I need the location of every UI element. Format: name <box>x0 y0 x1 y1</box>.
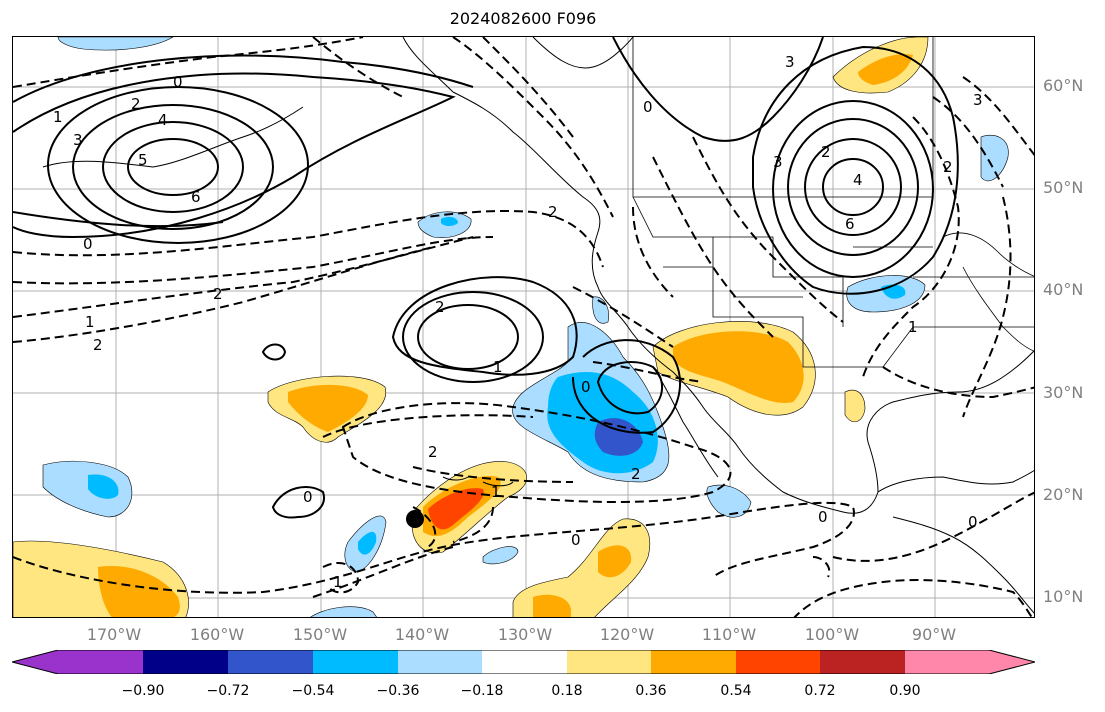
contour-label: 1 <box>333 573 343 591</box>
map-title: 2024082600 F096 <box>449 9 597 28</box>
lon-label-110w: 110°W <box>701 625 757 644</box>
contour-label: 0 <box>818 508 828 526</box>
contour-label: 2 <box>131 95 141 113</box>
lat-label-20n: 20°N <box>1043 485 1084 504</box>
coastlines <box>42 37 1034 614</box>
lat-label-10n: 10°N <box>1043 587 1084 606</box>
contour-label: 6 <box>191 188 201 206</box>
colorbar-tick: −0.36 <box>376 683 420 699</box>
colorbar-tick: −0.18 <box>460 683 504 699</box>
contour-label: 1 <box>493 358 503 376</box>
contour-label: 3 <box>73 131 83 149</box>
colorbar-segment <box>398 650 482 674</box>
contour-label: 2 <box>428 443 438 461</box>
contour-label: 5 <box>138 151 148 169</box>
contour-label: 2 <box>631 465 641 483</box>
contour-label: 0 <box>83 235 93 253</box>
solid-contours <box>13 37 959 519</box>
lon-label-90w: 90°W <box>911 625 957 644</box>
colorbar-segment <box>482 650 567 674</box>
colorbar-segment <box>228 650 313 674</box>
colorbar <box>12 650 1035 674</box>
storm-position-marker[interactable] <box>406 510 424 528</box>
contour-label: 1 <box>491 483 501 501</box>
lon-label-120w: 120°W <box>599 625 655 644</box>
colorbar-segment <box>820 650 905 674</box>
colorbar-segment <box>143 650 228 674</box>
contour-label: 2 <box>943 158 953 176</box>
colorbar-tick: 0.18 <box>551 683 583 699</box>
lon-label-160w: 160°W <box>189 625 245 644</box>
contour-label: 3 <box>773 153 783 171</box>
contour-label: 2 <box>213 285 223 303</box>
colorbar-segment <box>12 650 143 674</box>
lon-label-100w: 100°W <box>804 625 860 644</box>
lat-label-50n: 50°N <box>1043 178 1084 197</box>
colorbar-segment <box>651 650 736 674</box>
lat-label-30n: 30°N <box>1043 383 1084 402</box>
colorbar-segment <box>567 650 651 674</box>
contour-label: 2 <box>435 298 445 316</box>
contour-label: 0 <box>571 531 581 549</box>
contour-label: 1 <box>908 318 918 336</box>
contour-label: 2 <box>93 336 103 354</box>
colorbar-tick: 0.90 <box>889 683 921 699</box>
colorbar-tick: −0.54 <box>291 683 335 699</box>
lon-label-130w: 130°W <box>497 625 553 644</box>
colorbar-segment <box>905 650 1035 674</box>
lon-label-140w: 140°W <box>394 625 450 644</box>
colorbar-tick: 0.54 <box>720 683 752 699</box>
colorbar-tick: 0.36 <box>635 683 667 699</box>
contour-label: 0 <box>173 73 183 91</box>
map-canvas: 0 1 2 3 4 5 6 0 2 1 2 2 1 2 1 0 2 0 3 2 … <box>13 37 1034 617</box>
contour-label: 2 <box>821 143 831 161</box>
map-panel: 0 1 2 3 4 5 6 0 2 1 2 2 1 2 1 0 2 0 3 2 … <box>12 36 1035 618</box>
colorbar-segment <box>736 650 820 674</box>
lon-label-150w: 150°W <box>292 625 348 644</box>
colorbar-tick: −0.90 <box>121 683 165 699</box>
contour-label: 1 <box>85 313 95 331</box>
contour-label: 0 <box>581 378 591 396</box>
contour-label: 0 <box>303 488 313 506</box>
colorbar-tick: 0.72 <box>804 683 836 699</box>
contour-label: 4 <box>158 111 168 129</box>
colorbar-segment <box>313 650 398 674</box>
colorbar-tick: −0.72 <box>206 683 250 699</box>
contour-label: 2 <box>548 203 558 221</box>
contour-label: 4 <box>853 171 863 189</box>
contour-label: 1 <box>53 108 63 126</box>
lat-label-40n: 40°N <box>1043 280 1084 299</box>
contour-label: 6 <box>845 215 855 233</box>
contour-label: 0 <box>968 513 978 531</box>
lon-label-170w: 170°W <box>86 625 142 644</box>
contour-labels: 0 1 2 3 4 5 6 0 2 1 2 2 1 2 1 0 2 0 3 2 … <box>53 53 983 591</box>
lat-label-60n: 60°N <box>1043 76 1084 95</box>
contour-label: 3 <box>785 53 795 71</box>
contour-label: 0 <box>643 98 653 116</box>
dashed-contours <box>13 37 1034 617</box>
contour-label: 3 <box>973 91 983 109</box>
shaded-anomaly-fill <box>13 37 1009 617</box>
